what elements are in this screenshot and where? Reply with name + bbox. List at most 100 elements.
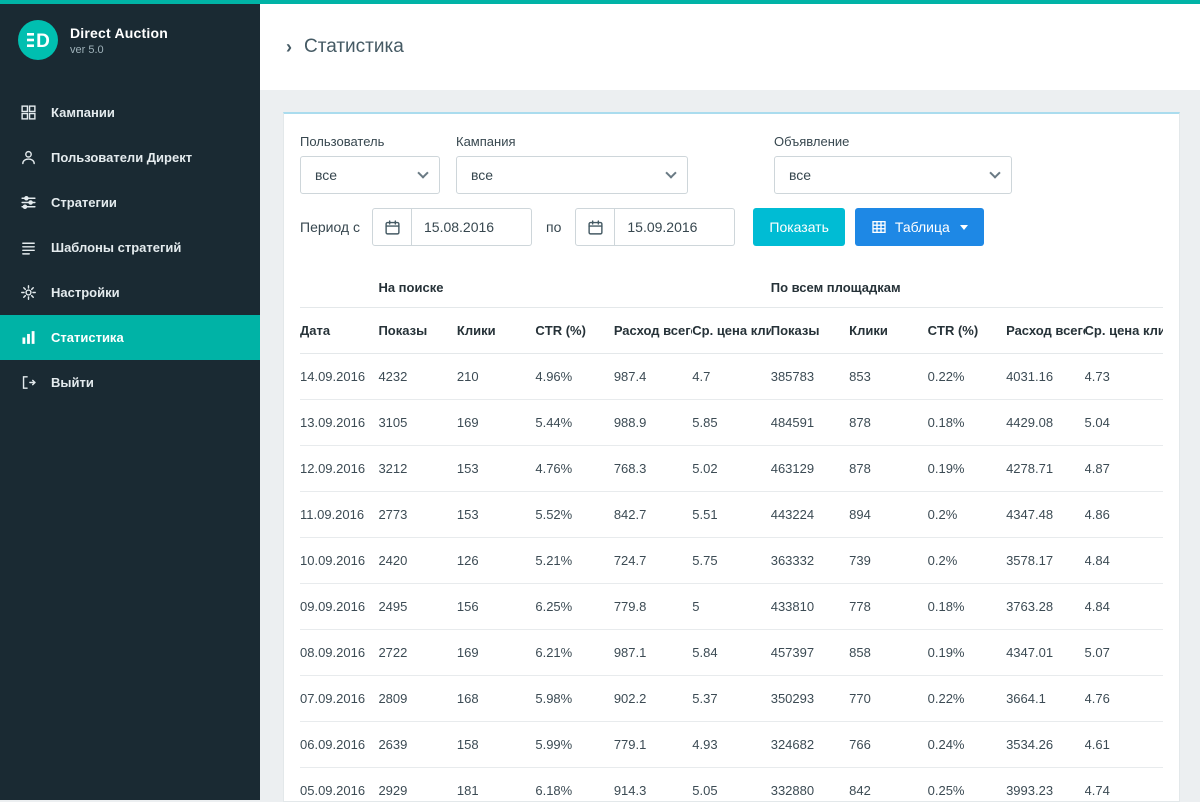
table-cell: 902.2 <box>614 676 692 722</box>
table-cell: 878 <box>849 446 927 492</box>
user-icon <box>20 149 37 166</box>
table-cell: 5.04 <box>1085 400 1163 446</box>
calendar-icon[interactable] <box>372 208 412 246</box>
table-cell: 2495 <box>378 584 456 630</box>
sidebar-item-campaigns[interactable]: Кампании <box>0 90 260 135</box>
table-cell: 779.8 <box>614 584 692 630</box>
table-cell: 766 <box>849 722 927 768</box>
table-cell: 5.99% <box>535 722 613 768</box>
table-cell: 169 <box>457 630 535 676</box>
column-header: CTR (%) <box>928 308 1006 354</box>
table-cell: 5.21% <box>535 538 613 584</box>
table-cell: 987.4 <box>614 354 692 400</box>
period-row: Период с по <box>300 208 1163 246</box>
user-select[interactable]: все <box>300 156 440 194</box>
table-cell: 4.96% <box>535 354 613 400</box>
sidebar-item-strategy-templates[interactable]: Шаблоны стратегий <box>0 225 260 270</box>
table-cell: 4.73 <box>1085 354 1163 400</box>
sidebar-item-strategies[interactable]: Стратегии <box>0 180 260 225</box>
sliders-icon <box>20 194 37 211</box>
table-cell: 09.09.2016 <box>300 584 378 630</box>
table-cell: 3993.23 <box>1006 768 1084 802</box>
table-cell: 463129 <box>771 446 849 492</box>
table-cell: 3534.26 <box>1006 722 1084 768</box>
ad-filter-group: Объявление все <box>774 134 1012 194</box>
table-cell: 484591 <box>771 400 849 446</box>
table-cell: 4.61 <box>1085 722 1163 768</box>
calendar-icon[interactable] <box>575 208 615 246</box>
table-cell: 0.19% <box>928 630 1006 676</box>
table-cell: 5.07 <box>1085 630 1163 676</box>
table-view-button[interactable]: Таблица <box>855 208 984 246</box>
column-header: Ср. цена клика <box>692 308 770 354</box>
table-cell: 4.87 <box>1085 446 1163 492</box>
table-cell: 0.2% <box>928 538 1006 584</box>
table-cell: 169 <box>457 400 535 446</box>
filter-row: Пользователь все Кампания все Объявление… <box>300 134 1163 194</box>
table-cell: 0.19% <box>928 446 1006 492</box>
sidebar-item-statistics[interactable]: Статистика <box>0 315 260 360</box>
column-header: Клики <box>849 308 927 354</box>
statistics-card: Пользователь все Кампания все Объявление… <box>283 112 1180 802</box>
table-cell: 987.1 <box>614 630 692 676</box>
table-cell: 778 <box>849 584 927 630</box>
table-cell: 5.37 <box>692 676 770 722</box>
column-header: Дата <box>300 308 378 354</box>
table-cell: 0.22% <box>928 676 1006 722</box>
sidebar-item-logout[interactable]: Выйти <box>0 360 260 405</box>
table-cell: 4278.71 <box>1006 446 1084 492</box>
table-cell: 0.2% <box>928 492 1006 538</box>
date-to-input[interactable] <box>615 208 735 246</box>
ad-filter-label: Объявление <box>774 134 1012 149</box>
show-button[interactable]: Показать <box>753 208 845 246</box>
sidebar-item-label: Статистика <box>51 330 124 345</box>
table-cell: 4347.01 <box>1006 630 1084 676</box>
table-cell: 324682 <box>771 722 849 768</box>
table-cell: 4232 <box>378 354 456 400</box>
table-cell: 5.05 <box>692 768 770 802</box>
table-cell: 0.25% <box>928 768 1006 802</box>
table-cell: 443224 <box>771 492 849 538</box>
table-cell: 4.76 <box>1085 676 1163 722</box>
campaign-select-value: все <box>471 167 493 183</box>
table-cell: 3578.17 <box>1006 538 1084 584</box>
sidebar-item-direct-users[interactable]: Пользователи Директ <box>0 135 260 180</box>
date-from-group <box>372 208 532 246</box>
logout-icon <box>20 374 37 391</box>
table-cell: 988.9 <box>614 400 692 446</box>
table-cell: 168 <box>457 676 535 722</box>
table-cell: 3212 <box>378 446 456 492</box>
column-header: CTR (%) <box>535 308 613 354</box>
ad-select-value: все <box>789 167 811 183</box>
table-cell: 4031.16 <box>1006 354 1084 400</box>
ad-select[interactable]: все <box>774 156 1012 194</box>
table-cell: 0.22% <box>928 354 1006 400</box>
page-header: › Статистика <box>260 4 1200 90</box>
date-from-input[interactable] <box>412 208 532 246</box>
table-cell: 12.09.2016 <box>300 446 378 492</box>
sidebar-item-settings[interactable]: Настройки <box>0 270 260 315</box>
table-group-header <box>300 270 378 308</box>
table-cell: 0.18% <box>928 400 1006 446</box>
table-cell: 914.3 <box>614 768 692 802</box>
table-cell: 5.84 <box>692 630 770 676</box>
table-cell: 332880 <box>771 768 849 802</box>
table-cell: 4.84 <box>1085 584 1163 630</box>
table-cell: 156 <box>457 584 535 630</box>
table-cell: 768.3 <box>614 446 692 492</box>
top-accent-strip <box>0 0 1200 4</box>
table-cell: 4.84 <box>1085 538 1163 584</box>
campaign-filter-label: Кампания <box>456 134 688 149</box>
table-cell: 6.18% <box>535 768 613 802</box>
campaign-select[interactable]: все <box>456 156 688 194</box>
table-cell: 0.18% <box>928 584 1006 630</box>
gear-icon <box>20 284 37 301</box>
